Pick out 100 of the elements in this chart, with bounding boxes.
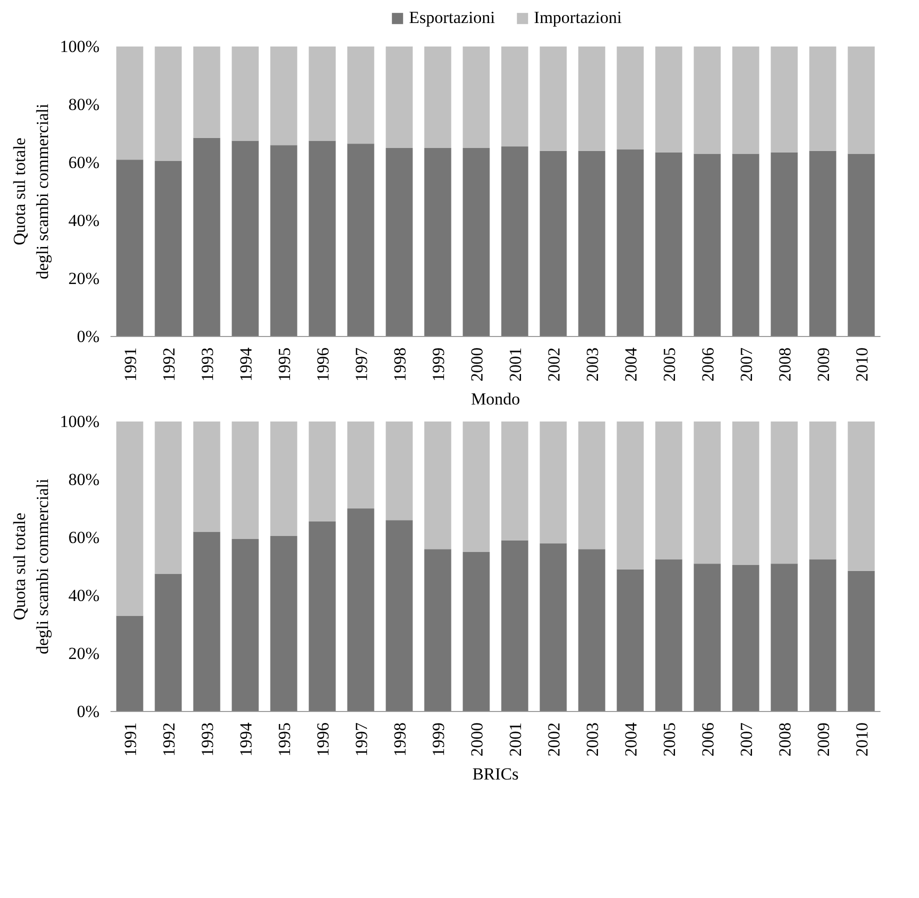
bar xyxy=(193,138,220,336)
y-tick-label: 80% xyxy=(68,95,100,114)
bar xyxy=(809,150,836,336)
x-tick-label: 2006 xyxy=(698,722,718,756)
bar xyxy=(540,150,567,336)
bar xyxy=(270,536,298,712)
bar xyxy=(770,564,798,712)
bar xyxy=(270,422,298,536)
x-tick-label: 2004 xyxy=(621,347,640,382)
x-tick-label: 1999 xyxy=(428,722,448,756)
x-tick-label: 2008 xyxy=(775,722,794,756)
bar xyxy=(154,422,182,574)
bar xyxy=(848,570,875,712)
x-tick-label: 2005 xyxy=(660,722,679,756)
bar xyxy=(308,422,336,522)
x-tick-label: 2002 xyxy=(544,722,564,756)
x-tick-label: 2001 xyxy=(506,348,525,382)
x-tick-label: 1998 xyxy=(390,348,410,382)
bar xyxy=(193,532,220,712)
bar xyxy=(770,422,798,564)
x-tick-label: 1991 xyxy=(120,722,140,756)
x-tick-label: 2003 xyxy=(582,722,602,756)
x-tick-label: 1993 xyxy=(198,722,217,756)
bar xyxy=(616,46,644,150)
bar xyxy=(655,152,682,336)
bar xyxy=(616,149,644,336)
bar xyxy=(347,144,374,336)
bar xyxy=(694,154,721,336)
bar xyxy=(386,148,413,336)
bar xyxy=(424,148,452,336)
x-tick-label: 2001 xyxy=(506,722,525,756)
y-tick-label: 100% xyxy=(60,37,100,56)
x-tick-label: 1999 xyxy=(428,348,448,382)
x-tick-label: 1995 xyxy=(274,348,294,382)
bar xyxy=(462,46,490,148)
bar xyxy=(809,422,836,560)
bar xyxy=(732,46,760,154)
bar xyxy=(540,422,567,544)
y-tick-label: 40% xyxy=(68,586,100,605)
bar xyxy=(424,549,452,712)
x-tick-label: 2002 xyxy=(544,348,564,382)
x-tick-label: 2008 xyxy=(775,348,794,382)
bar xyxy=(193,46,220,138)
bar xyxy=(694,422,721,564)
y-axis-title: Quota sul totale degli scambi commerciali xyxy=(10,478,52,654)
x-tick-label: 2009 xyxy=(814,348,833,382)
x-tick-label: 2007 xyxy=(736,722,756,756)
x-tick-label: 2000 xyxy=(467,348,486,382)
bar xyxy=(116,46,144,160)
bar xyxy=(386,422,413,520)
bar xyxy=(232,422,259,539)
bar xyxy=(501,422,528,540)
x-tick-label: 1991 xyxy=(120,348,140,382)
y-tick-label: 0% xyxy=(76,702,100,721)
bar xyxy=(501,46,528,147)
bar xyxy=(578,150,606,336)
x-tick-label: 1992 xyxy=(159,348,178,382)
bar xyxy=(193,422,220,532)
bar xyxy=(347,46,374,144)
bar xyxy=(732,154,760,336)
bar xyxy=(694,46,721,154)
y-tick-label: 20% xyxy=(68,644,100,663)
x-tick-label: 2003 xyxy=(582,348,602,382)
bar xyxy=(232,46,259,141)
x-tick-label: 1996 xyxy=(313,348,332,382)
bar xyxy=(809,559,836,712)
y-tick-label: 100% xyxy=(60,412,100,431)
x-tick-label: 1997 xyxy=(352,722,371,756)
y-tick-label: 40% xyxy=(68,211,100,230)
x-tick-label: 1996 xyxy=(313,722,332,756)
bar xyxy=(232,538,259,712)
x-tick-label: 1994 xyxy=(236,347,256,382)
x-tick-label: 1994 xyxy=(236,722,256,756)
x-tick-label: 1997 xyxy=(352,347,371,382)
bar xyxy=(655,559,682,712)
bar xyxy=(501,540,528,712)
x-tick-label: 2007 xyxy=(736,347,756,382)
bar xyxy=(347,422,374,508)
bar xyxy=(732,422,760,566)
bar xyxy=(732,565,760,712)
bar xyxy=(270,145,298,336)
bar xyxy=(116,422,144,616)
y-tick-label: 60% xyxy=(68,528,100,547)
bar xyxy=(501,146,528,336)
bar xyxy=(540,543,567,712)
y-tick-label: 0% xyxy=(76,327,100,346)
bar xyxy=(578,422,606,550)
bar xyxy=(655,422,682,560)
bar xyxy=(308,46,336,141)
bar xyxy=(232,140,259,336)
bar xyxy=(848,422,875,571)
bar xyxy=(809,46,836,151)
bar xyxy=(770,46,798,152)
bar xyxy=(462,148,490,336)
x-tick-label: 2010 xyxy=(852,722,872,756)
x-tick-label: 2005 xyxy=(660,348,679,382)
bar xyxy=(386,520,413,712)
y-tick-label: 60% xyxy=(68,153,100,172)
x-tick-label: 1995 xyxy=(274,722,294,756)
bar xyxy=(848,46,875,154)
